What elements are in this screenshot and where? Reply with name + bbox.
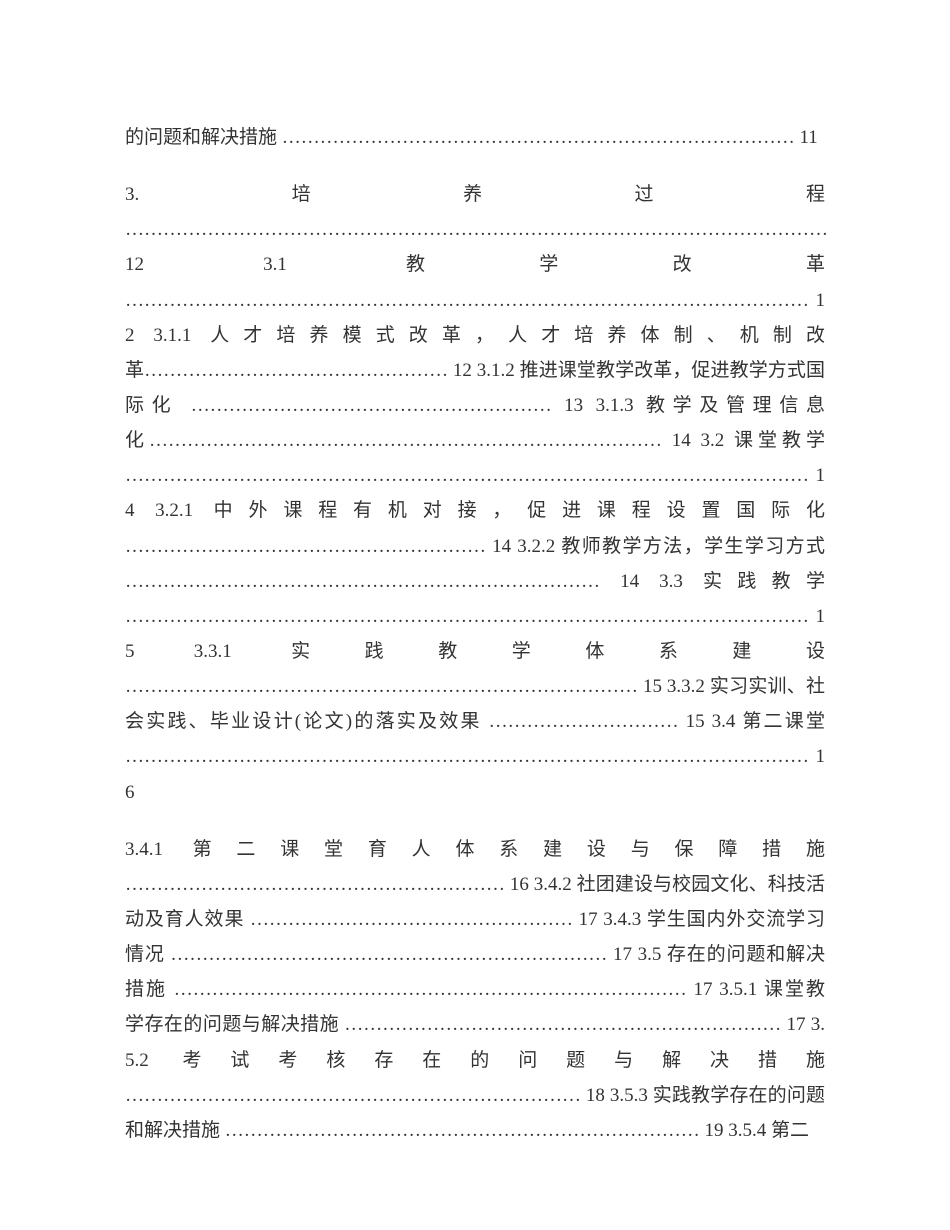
- document-content: 的问题和解决措施 ……………………………………………………………………… 11 …: [125, 120, 825, 1148]
- toc-paragraph-1: 的问题和解决措施 ……………………………………………………………………… 11: [125, 120, 825, 155]
- toc-paragraph-3: 3.4.1 第二课堂育人体系建设与保障措施 …………………………………………………: [125, 832, 825, 1148]
- toc-paragraph-2: 3.培养过程 …………………………………………………………………………………………: [125, 177, 825, 810]
